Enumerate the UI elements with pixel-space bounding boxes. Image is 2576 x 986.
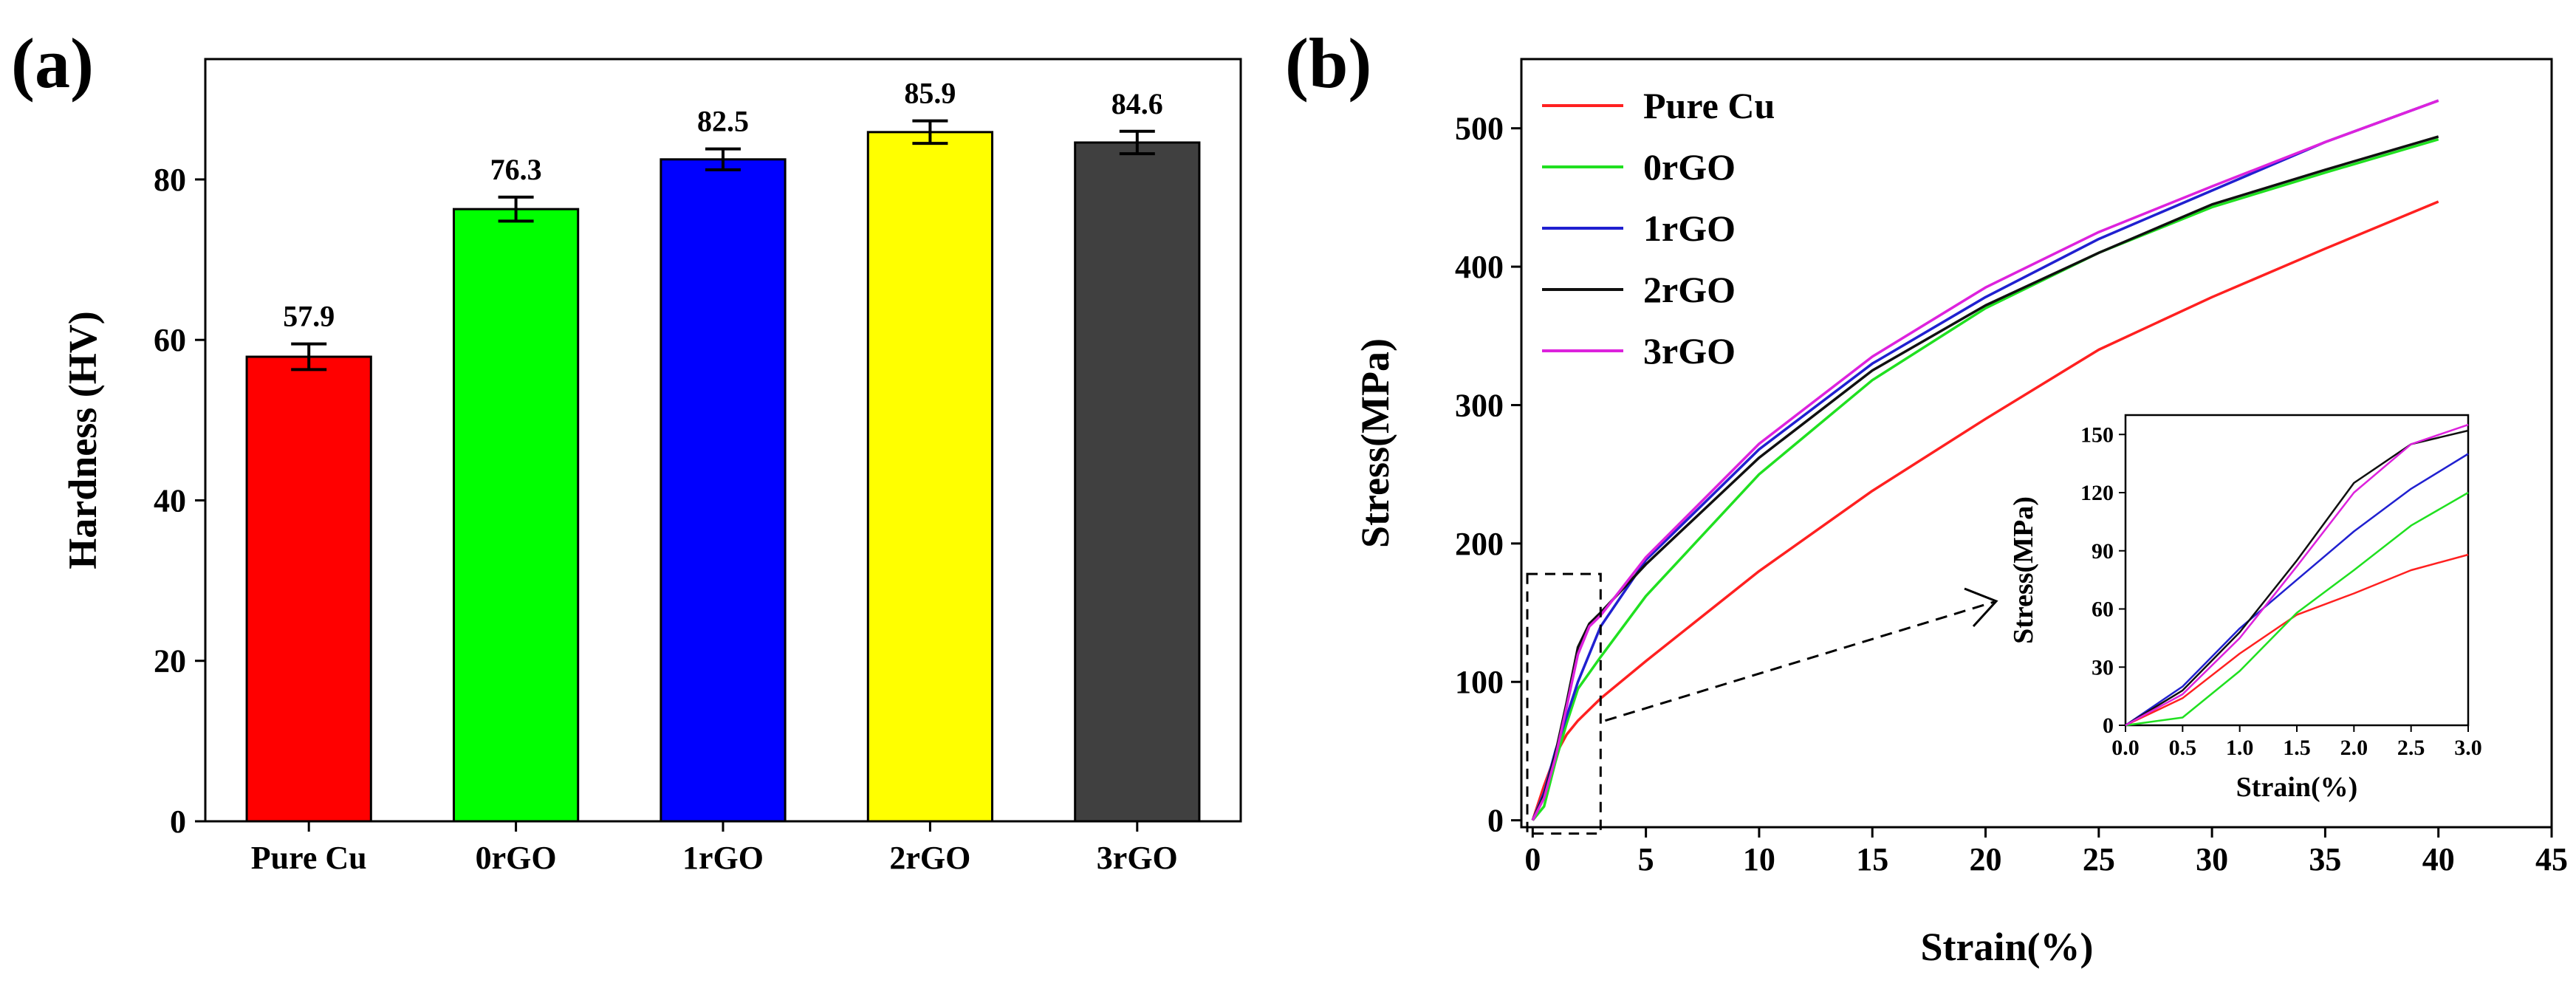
bar [1074, 141, 1201, 823]
inset-x-tick-label: 2.5 [2397, 736, 2425, 760]
bar [866, 131, 994, 823]
x-tick-label: 1rGO [682, 840, 764, 876]
y-tick-label: 60 [154, 322, 186, 358]
series-line [1531, 99, 2439, 821]
legend-label: 0rGO [1643, 146, 1736, 188]
inset-y-tick-label: 120 [2080, 481, 2114, 505]
inset-x-tick-label: 2.0 [2340, 736, 2368, 760]
inset-chart: 0.0 0.5 1.0 1.5 2.0 2.5 3.0 0 30 60 90 120 150 Strain… [2008, 414, 2482, 803]
y-axis-title: Stress(MPa) [1353, 338, 1397, 548]
hardness-bar-chart: 0 20 40 60 80 57.9 Pure Cu 76.3 0rGO 82.5 1rGO 85.9… [61, 58, 1242, 876]
inset-y-tick-label: 150 [2080, 422, 2114, 447]
panel-b-label: (b) [1285, 24, 1371, 103]
inset-x-tick-label: 3.0 [2454, 736, 2482, 760]
y-tick-label: 0 [170, 804, 186, 840]
series-line [1531, 138, 2439, 821]
inset-y-tick-label: 30 [2092, 655, 2114, 679]
x-tick-label: 0 [1524, 841, 1541, 877]
inset-series-line [2125, 423, 2469, 727]
y-tick-label: 500 [1455, 111, 1504, 147]
y-tick-label: 300 [1455, 387, 1504, 423]
inset-x-tick-label: 1.5 [2283, 736, 2311, 760]
inset-y-tick-label: 90 [2092, 539, 2114, 564]
x-tick-label: 35 [2309, 841, 2341, 877]
legend-label: Pure Cu [1643, 85, 1775, 126]
zoom-arrow-head [1964, 587, 1998, 628]
x-tick-label: 10 [1743, 841, 1775, 877]
x-tick-label: Pure Cu [251, 840, 367, 876]
data-label: 82.5 [697, 105, 749, 138]
inset-x-tick-label: 1.0 [2226, 736, 2254, 760]
y-axis-title: Hardness (HV) [61, 311, 105, 569]
data-label: 57.9 [283, 300, 335, 333]
x-tick-label: 45 [2535, 841, 2568, 877]
y-tick-label: 20 [154, 643, 186, 679]
panel-a-label: (a) [11, 24, 94, 103]
inset-y-tick-label: 60 [2092, 598, 2114, 622]
y-tick-label: 0 [1487, 803, 1504, 839]
data-label: 84.6 [1111, 87, 1163, 120]
inset-frame [2124, 414, 2470, 727]
inset-y-axis-title: Stress(MPa) [2008, 496, 2039, 644]
y-tick-label: 200 [1455, 526, 1504, 562]
x-tick-label: 25 [2083, 841, 2115, 877]
y-tick-label: 400 [1455, 249, 1504, 285]
bar [452, 208, 580, 823]
plot-frame [1520, 58, 2553, 829]
x-tick-label: 15 [1856, 841, 1888, 877]
inset-y-tick-label: 0 [2103, 713, 2114, 738]
x-tick-label: 3rGO [1097, 840, 1178, 876]
zoom-box [1526, 572, 1602, 835]
zoom-arrow [1605, 600, 1995, 722]
inset-x-tick-label: 0.5 [2169, 736, 2197, 760]
legend-label: 2rGO [1643, 269, 1736, 310]
x-tick-label: 20 [1970, 841, 2002, 877]
x-tick-label: 5 [1638, 841, 1654, 877]
inset-x-tick-label: 0.0 [2111, 736, 2140, 760]
x-tick-label: 0rGO [476, 840, 557, 876]
data-label: 76.3 [490, 153, 542, 186]
y-tick-label: 100 [1455, 664, 1504, 700]
legend-label: 3rGO [1643, 330, 1736, 372]
y-tick-label: 40 [154, 482, 186, 518]
bar [245, 355, 372, 823]
inset-x-axis-title: Strain(%) [2236, 772, 2358, 803]
x-tick-label: 40 [2422, 841, 2455, 877]
bar [660, 158, 787, 823]
inset-series-line [2125, 453, 2469, 727]
x-axis-title: Strain(%) [1921, 925, 2094, 969]
inset-series-line [2125, 491, 2469, 727]
inset-series-line [2125, 553, 2469, 727]
y-tick-label: 80 [154, 162, 186, 198]
x-tick-label: 2rGO [889, 840, 970, 876]
data-label: 85.9 [904, 77, 956, 110]
x-tick-label: 30 [2196, 841, 2228, 877]
legend-label: 1rGO [1643, 208, 1736, 249]
